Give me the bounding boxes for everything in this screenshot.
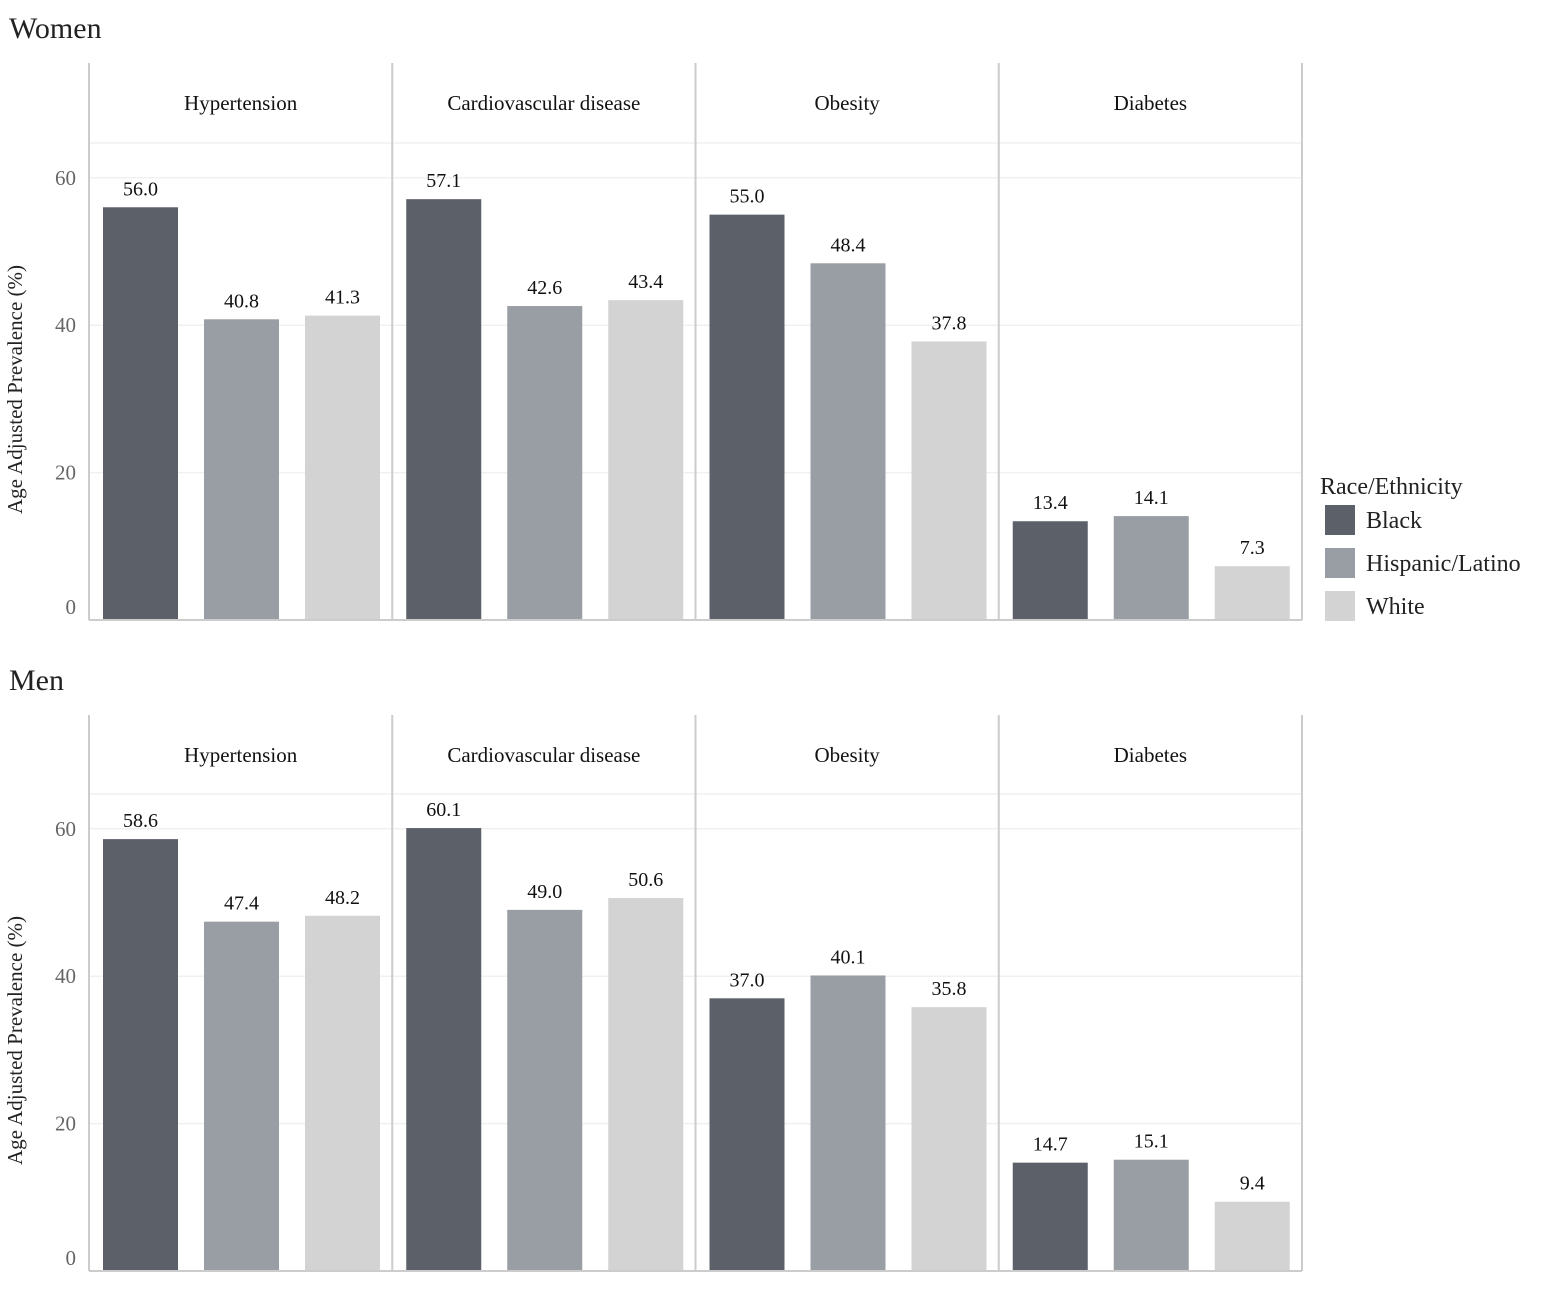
chart-panels: Women Hypertension 56.0 40.8 41.3 Cardiovascu… <box>3 12 1303 1272</box>
bar <box>1214 1201 1290 1271</box>
bar <box>810 975 886 1271</box>
y-tick-label: 40 <box>55 964 76 988</box>
data-label: 42.6 <box>527 277 562 299</box>
panel-title: Women <box>9 12 102 45</box>
bar <box>305 315 380 620</box>
data-label: 49.0 <box>527 881 562 903</box>
data-label: 40.1 <box>831 946 866 968</box>
bar <box>810 263 886 620</box>
data-label: 57.1 <box>426 170 461 192</box>
y-tick-label: 0 <box>66 595 77 619</box>
legend: Race/Ethnicity Black Hispanic/Latino White <box>1320 474 1521 621</box>
bar <box>204 921 279 1271</box>
data-label: 55.0 <box>730 186 765 208</box>
facet-label: Diabetes <box>1114 91 1187 115</box>
data-label: 37.0 <box>730 969 765 991</box>
bar <box>1113 516 1189 620</box>
panel-women: Women Hypertension 56.0 40.8 41.3 Cardiovascu… <box>3 12 1303 621</box>
bar <box>103 207 178 620</box>
panel-title: Men <box>9 664 64 697</box>
bar <box>608 898 684 1271</box>
data-label: 37.8 <box>932 312 967 334</box>
legend-label: White <box>1366 594 1425 620</box>
legend-swatch <box>1325 591 1355 621</box>
bar <box>1012 1162 1088 1271</box>
bar <box>709 214 785 620</box>
y-tick-label: 0 <box>66 1246 77 1270</box>
data-label: 56.0 <box>123 178 158 200</box>
bar <box>507 306 583 620</box>
data-label: 47.4 <box>224 893 259 915</box>
bar <box>911 341 987 620</box>
bar <box>608 300 684 620</box>
data-label: 15.1 <box>1134 1131 1169 1153</box>
facet-label: Cardiovascular disease <box>447 91 640 115</box>
y-tick-label: 20 <box>55 461 76 485</box>
bar <box>1012 521 1088 620</box>
facet-label: Diabetes <box>1114 743 1187 767</box>
data-label: 48.2 <box>325 887 360 909</box>
legend-swatch <box>1325 505 1355 535</box>
data-label: 48.4 <box>831 234 866 256</box>
y-axis-title: Age Adjusted Prevalence (%) <box>3 265 27 514</box>
data-label: 13.4 <box>1033 492 1068 514</box>
data-label: 50.6 <box>628 869 663 891</box>
facet-label: Cardiovascular disease <box>447 743 640 767</box>
bar <box>709 998 785 1271</box>
legend-label: Black <box>1366 508 1422 534</box>
bar <box>204 319 279 620</box>
bar <box>305 915 380 1271</box>
panel-men: Men Hypertension 58.6 47.4 48.2 Cardiovascula… <box>3 664 1303 1272</box>
facet-label: Hypertension <box>184 91 298 115</box>
data-label: 14.7 <box>1033 1134 1068 1156</box>
facet-label: Obesity <box>814 91 880 115</box>
bar <box>103 839 178 1271</box>
y-axis-title: Age Adjusted Prevalence (%) <box>3 916 27 1165</box>
legend-swatch <box>1325 548 1355 578</box>
bar <box>911 1007 987 1271</box>
facet-label: Hypertension <box>184 743 298 767</box>
data-label: 43.4 <box>628 271 663 293</box>
data-label: 60.1 <box>426 799 461 821</box>
legend-items: Black Hispanic/Latino White <box>1325 505 1521 621</box>
bar <box>1113 1159 1189 1271</box>
legend-title: Race/Ethnicity <box>1320 474 1463 500</box>
y-tick-label: 60 <box>55 817 76 841</box>
bar <box>406 828 482 1271</box>
data-label: 14.1 <box>1134 487 1169 509</box>
data-label: 41.3 <box>325 287 360 309</box>
bar <box>507 909 583 1271</box>
data-label: 7.3 <box>1240 537 1265 559</box>
y-tick-label: 60 <box>55 166 76 190</box>
data-label: 58.6 <box>123 810 158 832</box>
bar <box>406 199 482 620</box>
legend-label: Hispanic/Latino <box>1366 551 1521 577</box>
data-label: 9.4 <box>1240 1173 1265 1195</box>
bar <box>1214 566 1290 620</box>
data-label: 35.8 <box>932 978 967 1000</box>
facet-label: Obesity <box>814 743 880 767</box>
y-tick-label: 20 <box>55 1112 76 1136</box>
y-tick-label: 40 <box>55 313 76 337</box>
data-label: 40.8 <box>224 290 259 312</box>
